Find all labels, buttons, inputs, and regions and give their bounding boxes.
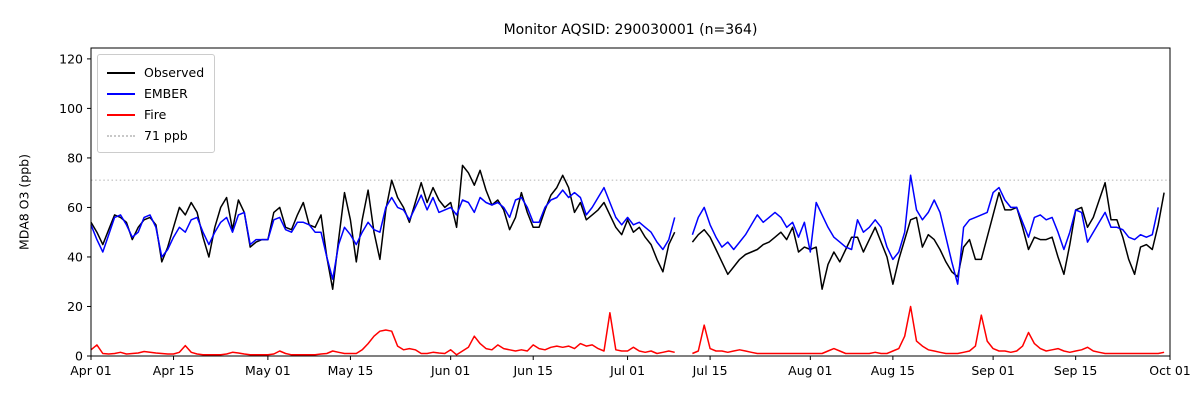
y-tick-label: 40 bbox=[67, 249, 83, 264]
x-tick-label: May 01 bbox=[245, 363, 291, 378]
legend-item-71-ppb: 71 ppb bbox=[107, 125, 204, 146]
x-tick-label: Apr 01 bbox=[70, 363, 112, 378]
legend: Observed EMBER Fire 71 ppb bbox=[97, 54, 216, 153]
y-tick-label: 20 bbox=[67, 299, 83, 314]
chart-title: Monitor AQSID: 290030001 (n=364) bbox=[503, 22, 758, 38]
legend-item-fire: Fire bbox=[107, 104, 204, 125]
legend-label: Fire bbox=[144, 106, 167, 122]
x-tick-label: Sep 15 bbox=[1054, 363, 1097, 378]
y-tick-label: 100 bbox=[59, 101, 83, 116]
x-tick-label: Oct 01 bbox=[1149, 363, 1191, 378]
legend-line-sample bbox=[107, 71, 135, 74]
x-tick-label: May 15 bbox=[328, 363, 374, 378]
x-tick-label: Jun 01 bbox=[430, 363, 470, 378]
x-tick-label: Aug 01 bbox=[788, 363, 832, 378]
y-tick-label: 80 bbox=[67, 150, 83, 165]
y-tick-label: 60 bbox=[67, 200, 83, 215]
x-tick-label: Jun 15 bbox=[513, 363, 553, 378]
y-axis-label: MDA8 O3 (ppb) bbox=[16, 154, 32, 250]
legend-item-ember: EMBER bbox=[107, 83, 204, 104]
ember-line bbox=[90, 174, 1159, 285]
y-tick-label: 0 bbox=[75, 349, 83, 364]
plot-border bbox=[90, 47, 1171, 357]
x-tick-label: Jul 15 bbox=[692, 363, 728, 378]
legend-label: EMBER bbox=[144, 85, 188, 101]
y-tick-label: 120 bbox=[59, 51, 83, 66]
fire-line bbox=[90, 305, 1165, 356]
x-tick-label: Apr 15 bbox=[153, 363, 195, 378]
x-tick-label: Aug 15 bbox=[871, 363, 915, 378]
legend-line-sample bbox=[107, 92, 135, 95]
legend-item-observed: Observed bbox=[107, 62, 204, 83]
x-tick-label: Sep 01 bbox=[971, 363, 1014, 378]
observed-line bbox=[90, 164, 1165, 290]
legend-label: Observed bbox=[144, 64, 205, 80]
legend-line-sample bbox=[107, 134, 135, 137]
legend-line-sample bbox=[107, 113, 135, 116]
legend-label: 71 ppb bbox=[144, 127, 188, 143]
x-tick-label: Jul 01 bbox=[609, 363, 645, 378]
